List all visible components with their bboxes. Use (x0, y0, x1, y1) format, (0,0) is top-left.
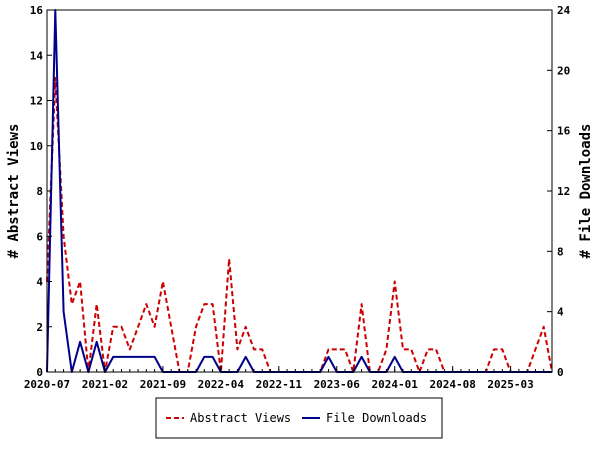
right-axis-title: # File Downloads (578, 124, 594, 259)
legend-label-abstract-views: Abstract Views (190, 411, 291, 425)
legend: Abstract Views File Downloads (155, 397, 443, 439)
left-tick-label: 2 (36, 321, 43, 334)
x-tick-label: 2022-04 (198, 378, 245, 391)
right-tick-label: 16 (557, 125, 571, 138)
right-tick-label: 20 (557, 64, 570, 77)
left-tick-label: 14 (30, 49, 44, 62)
right-tick-label: 24 (557, 4, 571, 17)
left-tick-label: 0 (36, 366, 43, 379)
left-tick-label: 6 (36, 230, 43, 243)
left-tick-label: 12 (30, 95, 43, 108)
x-axis: 2020-07 2021-02 2021-09 2022-04 2022-11 2023-… (24, 366, 553, 391)
left-tick-label: 4 (36, 276, 43, 289)
left-y-axis: 0 2 4 6 8 10 12 14 16 (30, 4, 52, 379)
left-tick-label: 8 (36, 185, 43, 198)
x-tick-label: 2023-06 (314, 378, 361, 391)
x-tick-label: 2021-09 (140, 378, 186, 391)
x-tick-label: 2024-08 (429, 378, 475, 391)
right-tick-label: 8 (557, 245, 564, 258)
series-layer (46, 9, 553, 373)
x-tick-label: 2022-11 (256, 378, 303, 391)
left-axis-title: # Abstract Views (6, 124, 22, 259)
left-tick-label: 10 (30, 140, 43, 153)
x-tick-label: 2025-03 (487, 378, 533, 391)
left-tick-label: 16 (30, 4, 44, 17)
legend-label-file-downloads: File Downloads (326, 411, 427, 425)
right-tick-label: 12 (557, 185, 570, 198)
x-tick-label: 2020-07 (24, 378, 70, 391)
series-line-file-downloads (46, 9, 552, 373)
x-tick-label: 2021-02 (82, 378, 128, 391)
plot-area-frame (46, 9, 553, 373)
legend-box (155, 397, 443, 439)
x-tick-label: 2024-01 (372, 378, 419, 391)
right-y-axis: 0 4 8 12 16 20 24 (547, 4, 571, 379)
right-tick-label: 4 (557, 306, 564, 319)
series-line-abstract-views (46, 76, 553, 373)
right-tick-label: 0 (557, 366, 564, 379)
